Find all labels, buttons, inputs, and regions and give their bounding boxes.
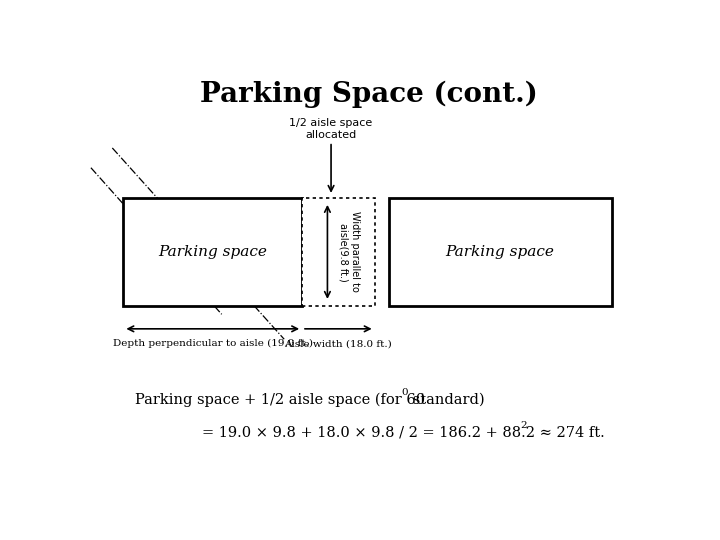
Text: Width parallel to
aisle(9.8 ft.): Width parallel to aisle(9.8 ft.) (338, 212, 360, 292)
Bar (302, 198, 374, 306)
Text: Parking space: Parking space (158, 245, 267, 259)
Text: Depth perpendicular to aisle (19.0 ft.): Depth perpendicular to aisle (19.0 ft.) (113, 339, 312, 348)
Text: Parking Space (cont.): Parking Space (cont.) (200, 80, 538, 107)
Text: standard): standard) (408, 393, 485, 407)
Text: 1/2 aisle space
allocated: 1/2 aisle space allocated (289, 118, 373, 140)
Text: 2: 2 (521, 421, 528, 430)
Text: = 19.0 × 9.8 + 18.0 × 9.8 / 2 = 186.2 + 88.2 ≈ 274 ft.: = 19.0 × 9.8 + 18.0 × 9.8 / 2 = 186.2 + … (202, 426, 604, 440)
Text: Aisle width (18.0 ft.): Aisle width (18.0 ft.) (284, 339, 392, 348)
Text: Parking space + 1/2 aisle space (for 60: Parking space + 1/2 aisle space (for 60 (135, 393, 425, 407)
Text: Parking space: Parking space (446, 245, 554, 259)
Bar (124, 198, 302, 306)
Text: 0: 0 (401, 388, 408, 396)
Bar (389, 198, 612, 306)
